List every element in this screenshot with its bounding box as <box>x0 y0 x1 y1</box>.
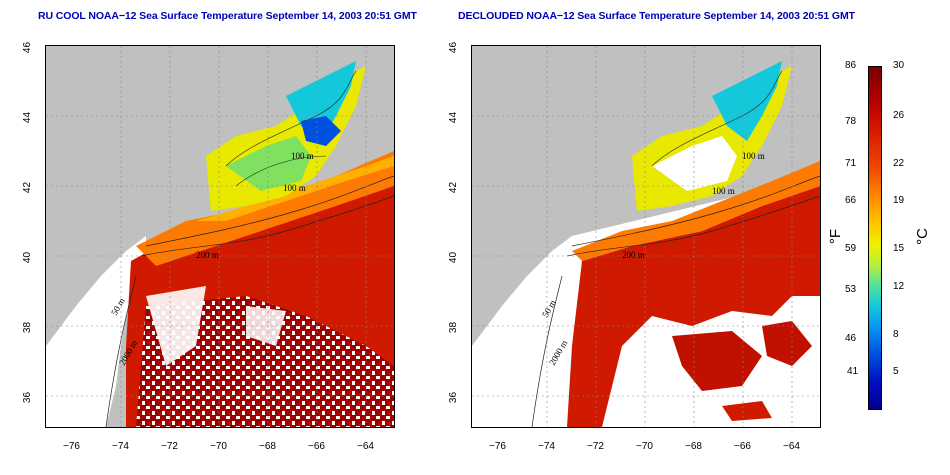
cb-f-tick-1: 78 <box>845 116 857 127</box>
cb-c-tick-5: 12 <box>893 281 905 292</box>
cb-c-tick-3: 19 <box>893 195 905 206</box>
cb-f-tick-4: 59 <box>845 243 857 254</box>
x-tick-left-6: −64 <box>357 441 374 452</box>
speckled-cloud <box>136 296 394 427</box>
x-tick-left-0: −76 <box>63 441 80 452</box>
contour-label-100a: 100 m <box>742 151 765 161</box>
cb-c-tick-0: 30 <box>893 60 905 71</box>
coastal-white <box>46 236 146 427</box>
x-tick-right-4: −68 <box>685 441 702 452</box>
x-tick-right-0: −76 <box>489 441 506 452</box>
title-left: RU COOL NOAA−12 Sea Surface Temperature … <box>38 10 417 22</box>
cb-f-tick-2: 71 <box>845 158 857 169</box>
y-tick-left-0: 46 <box>22 41 34 54</box>
cb-c-tick-6: 8 <box>893 329 899 340</box>
x-tick-left-1: −74 <box>112 441 129 452</box>
y-tick-left-3: 40 <box>22 251 34 264</box>
x-tick-right-5: −66 <box>734 441 751 452</box>
y-tick-right-5: 36 <box>448 391 460 404</box>
title-right: DECLOUDED NOAA−12 Sea Surface Temperatur… <box>458 10 855 22</box>
y-tick-left-1: 44 <box>22 111 34 124</box>
y-tick-right-0: 46 <box>448 41 460 54</box>
x-tick-right-6: −64 <box>783 441 800 452</box>
colorbar <box>868 66 882 410</box>
cb-f-tick-0: 86 <box>845 60 857 71</box>
x-tick-left-4: −68 <box>259 441 276 452</box>
x-tick-left-2: −72 <box>161 441 178 452</box>
cb-f-tick-7: 41 <box>847 366 859 377</box>
cb-f-tick-6: 46 <box>845 333 857 344</box>
y-tick-left-5: 36 <box>22 391 34 404</box>
cb-f-tick-5: 53 <box>845 284 857 295</box>
cb-c-tick-1: 26 <box>893 110 905 121</box>
contour-label-100b: 100 m <box>712 186 735 196</box>
cb-c-tick-7: 5 <box>893 366 899 377</box>
cb-c-tick-4: 15 <box>893 243 905 254</box>
x-tick-right-1: −74 <box>538 441 555 452</box>
contour-label-200: 200 m <box>196 250 219 260</box>
cb-f-tick-3: 66 <box>845 195 857 206</box>
y-tick-right-3: 40 <box>448 251 460 264</box>
grid-lines <box>46 46 394 427</box>
y-tick-right-4: 38 <box>448 321 460 334</box>
cb-unit-celsius: °C <box>913 228 931 245</box>
x-tick-right-3: −70 <box>636 441 653 452</box>
y-tick-left-4: 38 <box>22 321 34 334</box>
x-tick-right-2: −72 <box>587 441 604 452</box>
contour-label-100a: 100 m <box>291 151 314 161</box>
y-tick-right-1: 44 <box>448 111 460 124</box>
sst-map-raw: 100 m 100 m 200 m 50 m 2000 m <box>45 45 395 428</box>
x-tick-left-3: −70 <box>210 441 227 452</box>
y-tick-left-2: 42 <box>22 181 34 194</box>
grid-lines <box>472 46 820 427</box>
cb-c-tick-2: 22 <box>893 158 905 169</box>
x-tick-left-5: −66 <box>308 441 325 452</box>
sst-map-declouded: 100 m 100 m 200 m 50 m 2000 m <box>471 45 821 428</box>
orange-band <box>572 161 820 261</box>
cb-unit-fahrenheit: °F <box>827 228 845 245</box>
contour-label-100b: 100 m <box>283 183 306 193</box>
cold-water <box>712 61 782 141</box>
y-tick-right-2: 42 <box>448 181 460 194</box>
contour-label-200: 200 m <box>622 250 645 260</box>
warm-ocean <box>567 186 820 427</box>
